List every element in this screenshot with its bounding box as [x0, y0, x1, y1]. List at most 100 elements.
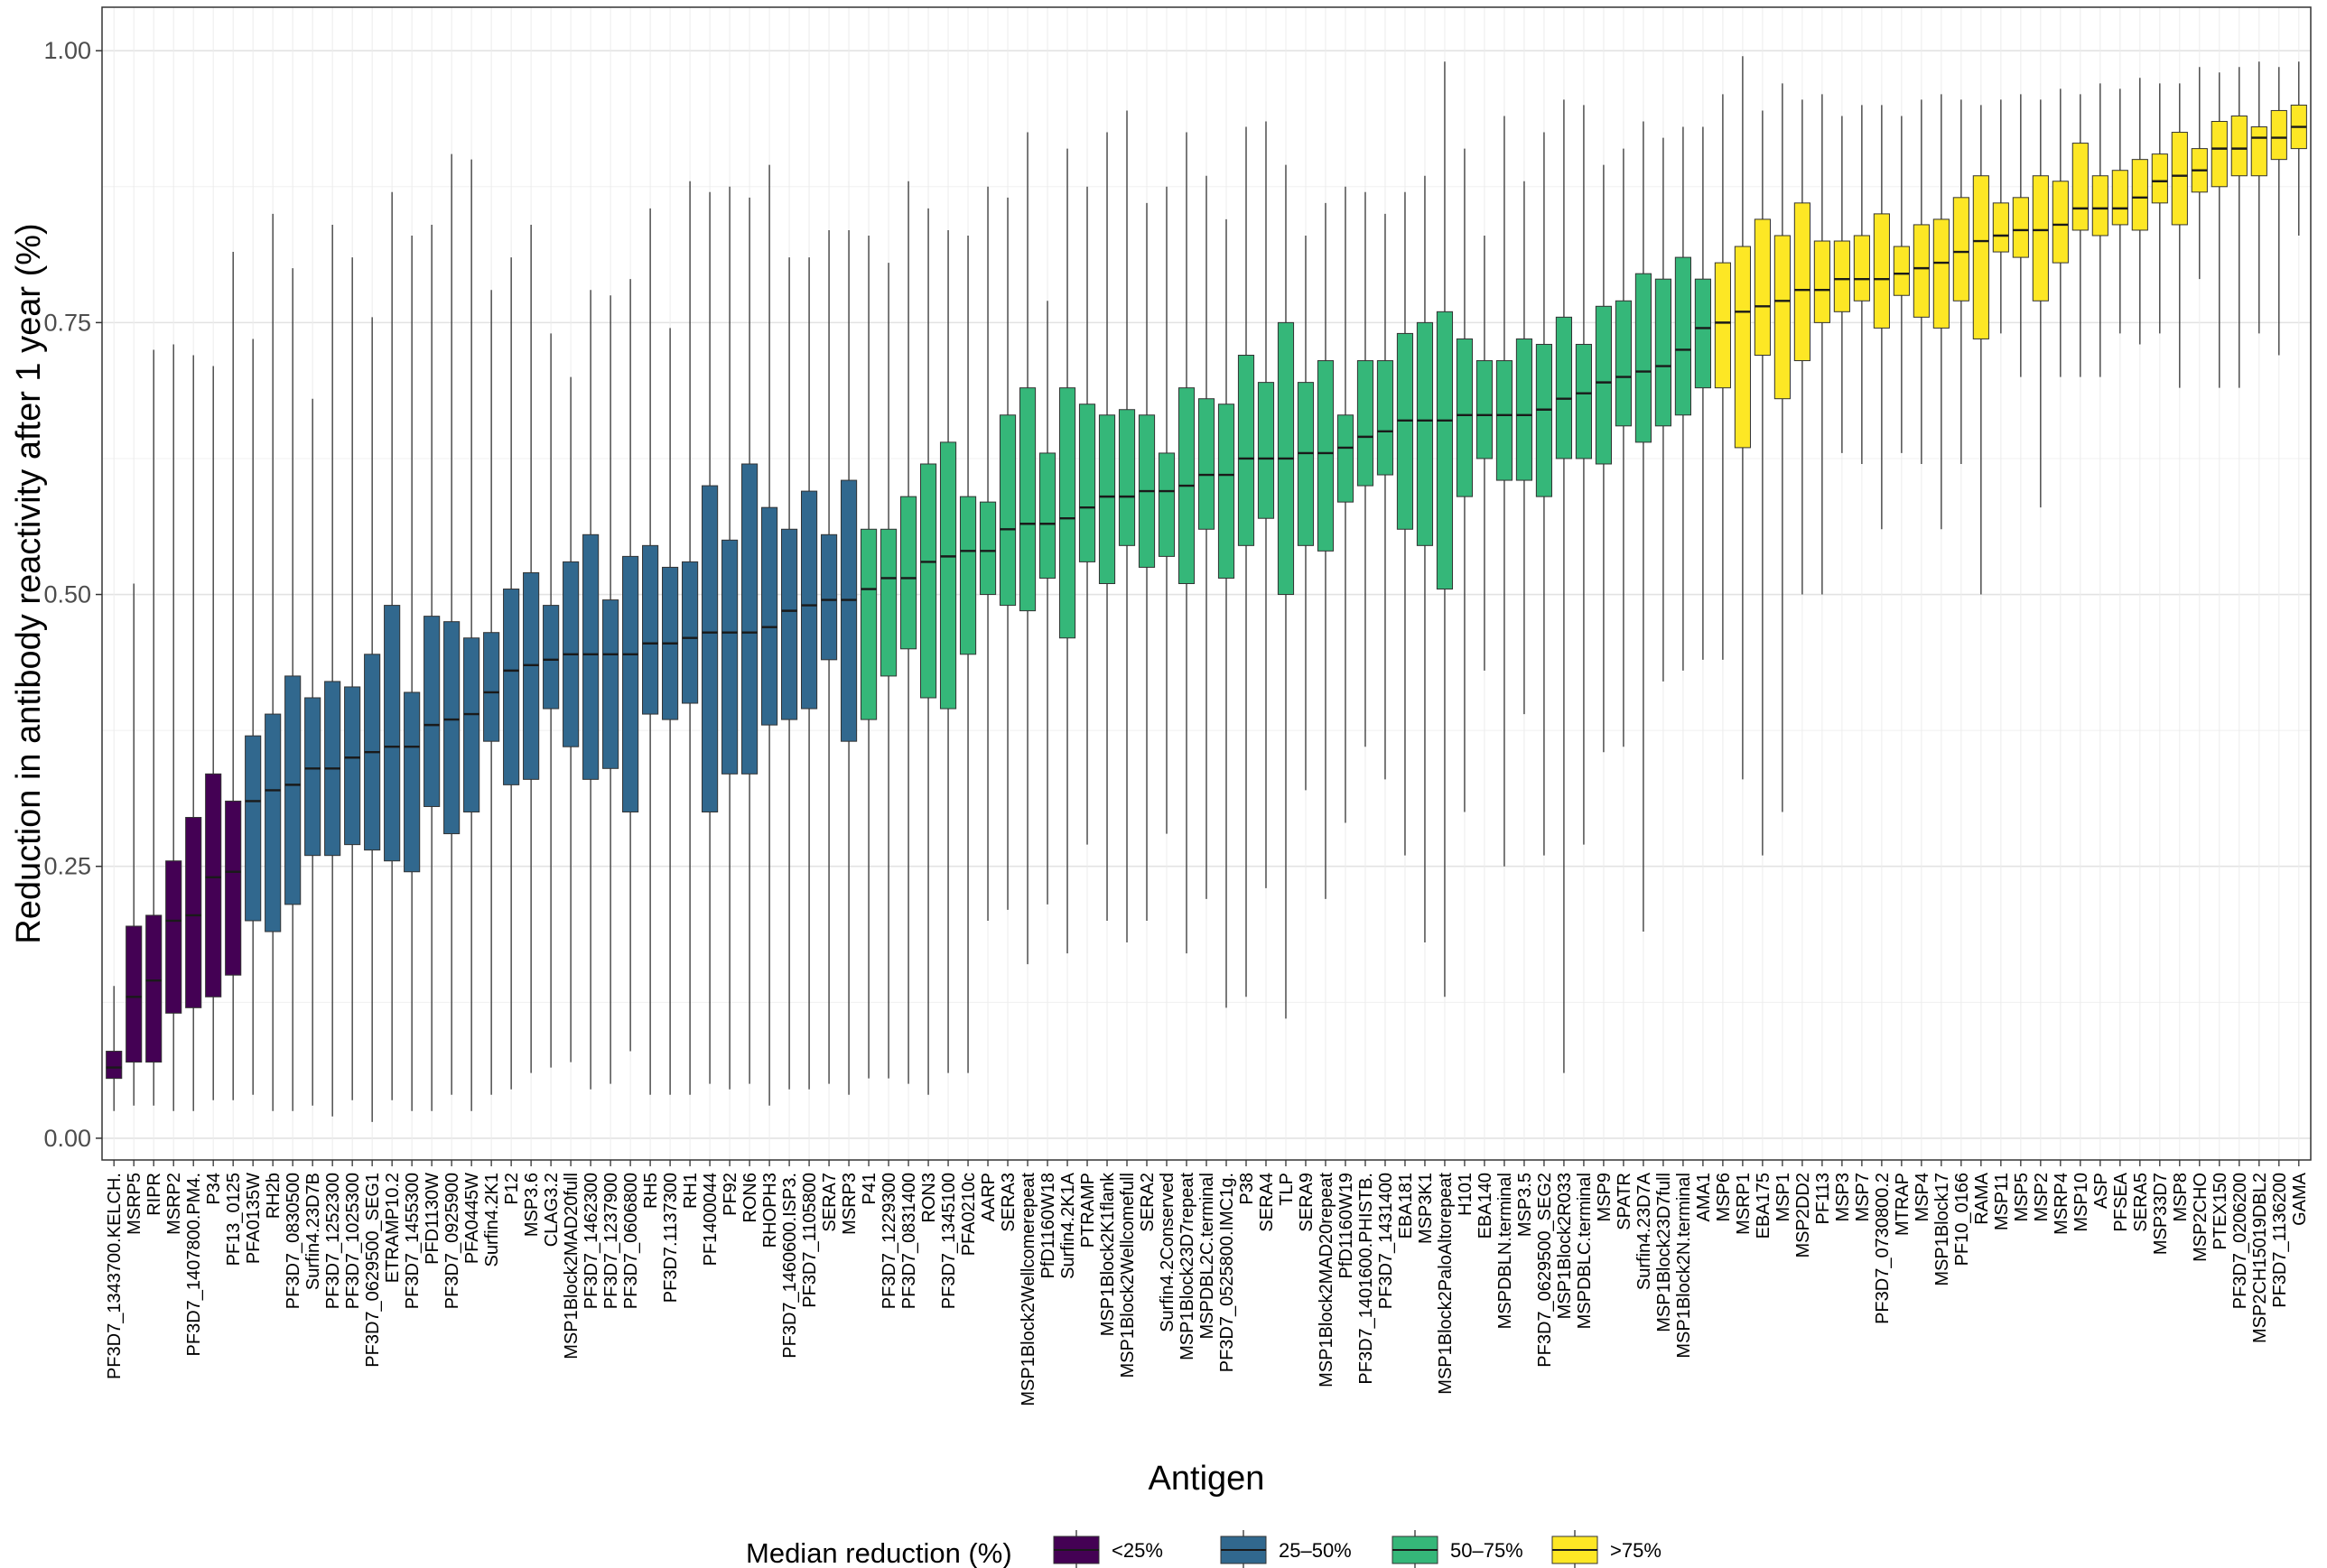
x-tick-label: PF1400044 [701, 1173, 721, 1266]
antigen-box [1853, 105, 1870, 464]
x-tick-label: PF3D7_1460600.ISP3. [780, 1173, 800, 1359]
antigen-box [1177, 132, 1196, 954]
box-iqr [2052, 181, 2069, 264]
antigen-box [1813, 94, 1830, 595]
x-tick-label: RH1 [681, 1173, 701, 1209]
antigen-box [1992, 99, 2009, 334]
antigen-box [1932, 94, 1950, 530]
antigen-box [126, 583, 143, 1106]
box-iqr [424, 616, 441, 807]
antigen-box [145, 349, 163, 1106]
box-iqr [265, 713, 282, 932]
antigen-box [761, 164, 778, 1106]
antigen-box [2191, 67, 2208, 280]
antigen-box [1734, 56, 1751, 780]
legend-item: 25–50% [1219, 1529, 1352, 1568]
y-axis-title: Reduction in antibody reactivity after 1… [10, 223, 48, 943]
legend-label: 50–75% [1450, 1539, 1523, 1562]
box-iqr [1019, 387, 1037, 612]
x-tick-label: Surfin4.2K1A [1058, 1172, 1078, 1279]
x-tick-label: PF3D7_1105800 [800, 1173, 820, 1308]
x-tick-label: P34 [204, 1173, 224, 1205]
x-tick-label: Surfin4.23D7B [303, 1173, 323, 1290]
antigen-box [919, 208, 937, 1095]
x-tick-label: PF3D7_1343700.KELCH. [105, 1173, 125, 1379]
box-iqr [1257, 382, 1275, 519]
x-tick-label: MSP1Block2N.terminal [1674, 1173, 1694, 1359]
x-tick-label: PTRAMP [1078, 1173, 1098, 1248]
x-tick-label: PF3D7_0831400 [899, 1173, 919, 1309]
x-tick-label: MSP9 [1595, 1173, 1615, 1221]
x-tick-label: PF3D7_1462300 [582, 1173, 601, 1309]
box-iqr [1396, 332, 1414, 530]
box-iqr [1813, 240, 1830, 323]
box-iqr [622, 555, 639, 812]
antigen-box [1118, 110, 1136, 943]
box-iqr [642, 544, 659, 715]
box-iqr [1495, 360, 1513, 481]
legend-item: <25% [1052, 1529, 1163, 1568]
antigen-box [324, 224, 341, 1117]
legend-label: <25% [1112, 1539, 1163, 1562]
box-iqr [820, 533, 838, 661]
box-iqr [800, 490, 818, 710]
box-iqr [1932, 218, 1950, 329]
box-iqr [1158, 452, 1176, 557]
antigen-box [1913, 99, 1930, 464]
antigen-box [1217, 218, 1235, 1008]
x-tick-label: ASP [2091, 1173, 2111, 1209]
box-iqr [761, 506, 778, 726]
x-tick-label: MSP8 [2171, 1173, 2191, 1221]
x-tick-label: MSP10 [2071, 1173, 2091, 1232]
x-tick-label: MSRP3 [840, 1173, 860, 1235]
antigen-box [1277, 164, 1295, 1019]
box-iqr [2211, 120, 2228, 188]
antigen-box [622, 279, 639, 1052]
antigen-box [1336, 186, 1354, 823]
antigen-box [1893, 116, 1910, 453]
x-tick-label: MSP1Block2R033 [1555, 1173, 1575, 1319]
x-tick-label: MTRAP [1893, 1173, 1913, 1236]
antigen-box [999, 197, 1017, 910]
box-iqr [939, 441, 957, 710]
x-tick-label: RAMA [1972, 1172, 1992, 1224]
x-tick-label: MSPDBLN.terminal [1495, 1173, 1515, 1329]
x-tick-label: PF10_0166 [1952, 1173, 1972, 1266]
x-tick-label: PF3D7_1229300 [880, 1173, 899, 1309]
box-iqr [1118, 409, 1136, 546]
box-iqr [1356, 360, 1374, 487]
legend-label: >75% [1610, 1539, 1661, 1562]
antigen-box [1078, 186, 1096, 845]
x-tick-label: P41 [860, 1173, 880, 1205]
antigen-box [1654, 137, 1671, 682]
x-tick-label: PFD1130W [423, 1173, 442, 1265]
antigen-box [682, 181, 699, 1095]
antigen-box [840, 229, 858, 1095]
x-tick-label: MSP33D7 [2151, 1173, 2171, 1255]
x-tick-label: MSP2CHO [2191, 1173, 2211, 1262]
box-iqr [1078, 404, 1096, 562]
antigen-box [2211, 72, 2228, 388]
antigen-box [1575, 105, 1593, 845]
antigen-box [702, 191, 719, 1084]
x-tick-label: MSP3 [1833, 1173, 1853, 1221]
box-iqr [344, 686, 361, 846]
box-iqr [999, 414, 1017, 607]
x-tick-label: MSRP1 [1734, 1173, 1754, 1235]
x-tick-label: P38 [1237, 1173, 1257, 1205]
box-iqr [404, 691, 421, 873]
x-tick-label: RHOPH3 [760, 1173, 780, 1248]
x-tick-label: EBA175 [1754, 1173, 1773, 1239]
box-iqr [145, 914, 163, 1063]
box-iqr [702, 485, 719, 812]
box-iqr [1754, 218, 1771, 357]
box-iqr [2151, 153, 2168, 204]
x-tick-label: MSP3.5 [1515, 1173, 1535, 1237]
antigen-box [1436, 61, 1454, 997]
antigen-box [780, 257, 798, 1090]
antigen-box [185, 355, 202, 1111]
antigen-box [979, 186, 997, 921]
antigen-box [1495, 116, 1513, 867]
x-tick-label: PF3D7_0830500 [284, 1173, 303, 1309]
